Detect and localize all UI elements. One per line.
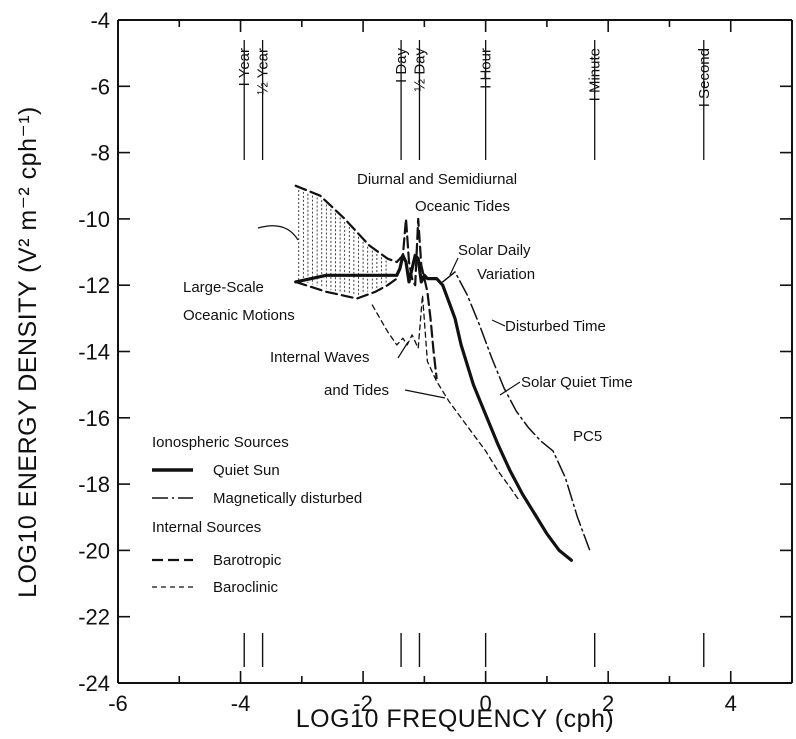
arrow-large-scale (257, 225, 299, 241)
arrow-internal-waves (397, 341, 409, 359)
series-large-scale-oceanic-motions-lower-bound (294, 277, 398, 300)
y-tick-label: -12 (78, 273, 110, 298)
y-tick-label: -22 (78, 605, 110, 630)
series-magnetically-disturbed (441, 271, 591, 552)
annotation-solar-quiet: Solar Quiet Time (521, 374, 633, 391)
y-tick-label: -4 (90, 8, 110, 33)
x-tick-label: -2 (353, 691, 373, 716)
annotations: Diurnal and Semidiurnal Oceanic Tides So… (183, 171, 633, 445)
legend-label-baroclinic: Baroclinic (213, 579, 279, 596)
period-label: I Hour (478, 48, 495, 89)
arrow-solar-quiet (499, 381, 521, 396)
axis-ticks: -6 -4 -2 0 2 4-4-6-8-10-12-14-16-18-20-22-24 (78, 8, 792, 716)
period-label: I Day (393, 48, 410, 84)
y-axis-label: LOG10 ENERGY DENSITY (V² m⁻² cph⁻¹) (14, 106, 42, 598)
arrow-solar-daily (449, 257, 459, 276)
period-label: I Second (696, 48, 713, 107)
oceanic-motions-hatching (298, 189, 387, 295)
y-tick-label: -24 (78, 671, 110, 696)
annotation-pc5: PC5 (573, 428, 602, 445)
y-tick-label: -18 (78, 472, 110, 497)
legend-title-internal: Internal Sources (152, 519, 261, 536)
legend: Ionospheric Sources Quiet Sun Magnetical… (152, 434, 362, 596)
y-tick-label: -10 (78, 207, 110, 232)
y-tick-label: -16 (78, 406, 110, 431)
y-tick-label: -20 (78, 538, 110, 563)
annotation-variation: Variation (477, 266, 535, 283)
series-lines (294, 184, 591, 562)
period-label: ½ Year (255, 48, 272, 95)
annotation-solar-daily: Solar Daily (458, 242, 531, 259)
annotation-oceanic-tides: Oceanic Tides (415, 198, 510, 215)
annotation-large-scale: Large-Scale (183, 279, 264, 296)
series-quiet-sun (294, 253, 573, 562)
legend-label-barotropic: Barotropic (213, 552, 282, 569)
annotation-and-tides: and Tides (324, 382, 389, 399)
x-tick-label: 4 (725, 691, 737, 716)
legend-title-ionospheric: Ionospheric Sources (152, 434, 289, 451)
x-tick-label: 0 (480, 691, 492, 716)
legend-label-quiet-sun: Quiet Sun (213, 462, 280, 479)
series-baroclinic (371, 294, 520, 502)
series-barotropic (294, 184, 438, 380)
x-tick-label: -4 (231, 691, 251, 716)
period-label: ½ Day (411, 48, 428, 92)
period-label: I Year (236, 48, 253, 86)
period-markers: I Year ½ Year I Day ½ Day I Hour I Minute I Se… (236, 40, 713, 667)
x-axis-label: LOG10 FREQUENCY (cph) (296, 705, 614, 733)
legend-label-magnetically-disturbed: Magnetically disturbed (213, 490, 362, 507)
period-label: I Minute (587, 48, 604, 101)
annotation-internal-waves: Internal Waves (270, 349, 370, 366)
x-tick-label: 2 (602, 691, 614, 716)
arrow-disturbed (491, 319, 506, 327)
annotation-disturbed-time: Disturbed Time (505, 318, 606, 335)
annotation-oceanic-motions: Oceanic Motions (183, 307, 295, 324)
arrow-and-tides (404, 389, 446, 399)
annotation-diurnal: Diurnal and Semidiurnal (357, 171, 517, 188)
y-tick-label: -6 (90, 74, 110, 99)
y-tick-label: -14 (78, 340, 110, 365)
x-tick-label: -6 (108, 691, 128, 716)
y-tick-label: -8 (90, 141, 110, 166)
